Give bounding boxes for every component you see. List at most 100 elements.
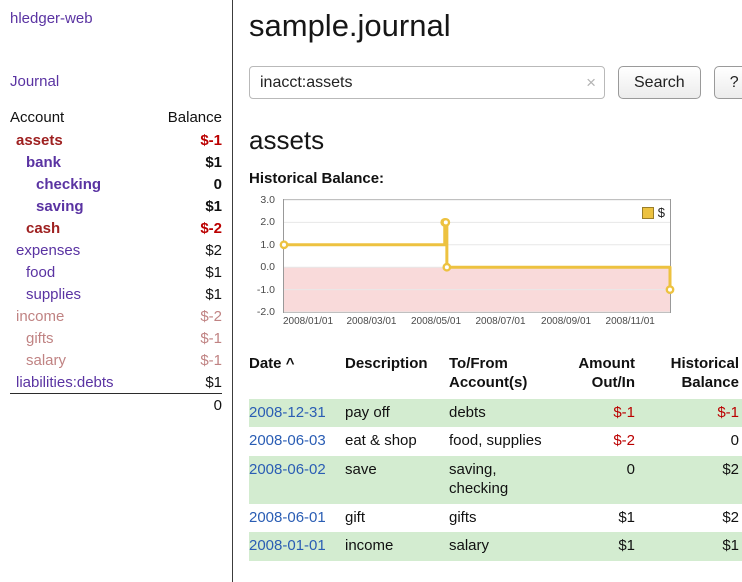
account-row: assets $-1 [10, 129, 222, 151]
account-row: expenses $2 [10, 239, 222, 261]
account-row: salary $-1 [10, 349, 222, 371]
transaction-amount: $-1 [613, 403, 635, 421]
search-input[interactable] [249, 66, 605, 99]
account-row: bank $1 [10, 151, 222, 173]
search-button[interactable]: Search [618, 66, 701, 99]
transaction-date-link[interactable]: 2008-06-01 [249, 508, 326, 526]
transaction-description: gift [345, 508, 366, 526]
account-balance: $-2 [200, 307, 222, 325]
app-title-link[interactable]: hledger-web [10, 10, 93, 27]
account-row: food $1 [10, 261, 222, 283]
account-link-assets[interactable]: assets [16, 131, 63, 149]
account-balance: $2 [205, 241, 222, 259]
x-axis-tick-label: 2008/09/01 [541, 316, 592, 327]
transaction-balance: $1 [722, 537, 739, 555]
account-link-bank[interactable]: bank [26, 153, 62, 171]
account-link-supplies[interactable]: supplies [26, 285, 82, 303]
account-row: gifts $-1 [10, 327, 222, 349]
account-link-expenses[interactable]: expenses [16, 241, 81, 259]
sort-ascending-icon: ^ [285, 355, 295, 372]
register-row: 2008-06-03 eat & shop food, supplies $-2 0 [249, 427, 742, 456]
y-axis-tick-label: 0.0 [260, 261, 275, 274]
register-row: 2008-01-01 income salary $1 $1 [249, 532, 742, 561]
transaction-accounts: food, supplies [449, 432, 542, 450]
account-link-liabilities-debts[interactable]: liabilities:debts [16, 373, 114, 391]
transactions-header-row: Date ^ Description To/From Account(s) Am… [249, 351, 742, 399]
legend-series-label: $ [657, 205, 665, 220]
accounts-table: Account Balance assets $-1 bank $1 checking 0… [10, 106, 222, 417]
account-balance: $1 [205, 197, 222, 215]
column-header-accounts: To/From Account(s) [449, 355, 528, 391]
account-balance: $1 [205, 373, 222, 391]
account-row: cash $-2 [10, 217, 222, 239]
account-balance: $1 [205, 285, 222, 303]
x-axis-tick-label: 2008/07/01 [475, 316, 526, 327]
account-balance: $-2 [200, 219, 222, 237]
chart-title: Historical Balance: [249, 170, 385, 187]
transaction-description: save [345, 461, 377, 478]
account-row: supplies $1 [10, 283, 222, 305]
transaction-description: eat & shop [345, 432, 417, 450]
account-link-food[interactable]: food [26, 263, 56, 281]
column-header-balance: Historical Balance [670, 355, 739, 391]
transaction-date-link[interactable]: 2008-01-01 [249, 537, 326, 555]
account-row: saving $1 [10, 195, 222, 217]
x-axis-tick-label: 2008/05/01 [410, 316, 462, 327]
transaction-date-link[interactable]: 2008-06-03 [249, 432, 326, 450]
transaction-amount: 0 [626, 461, 635, 478]
account-balance: $-1 [200, 329, 222, 347]
y-axis-tick-label: 1.0 [260, 238, 275, 251]
account-balance: 0 [213, 175, 222, 193]
transaction-accounts: salary [449, 537, 490, 555]
y-axis-tick-label: 2.0 [260, 216, 275, 229]
transaction-amount: $-2 [613, 432, 635, 450]
x-axis-tick-label: 2008/03/01 [346, 316, 397, 327]
column-header-description: Description [345, 355, 428, 372]
transaction-date-link[interactable]: 2008-12-31 [249, 403, 326, 421]
balance-step-line [279, 199, 675, 313]
account-row: income $-2 [10, 305, 222, 327]
account-link-checking[interactable]: checking [36, 175, 102, 193]
transaction-balance: $2 [722, 461, 739, 478]
transaction-date-link[interactable]: 2008-06-02 [249, 461, 326, 478]
accounts-header-account: Account [10, 109, 65, 126]
chart-x-axis: 2008/01/01 2008/03/01 2008/05/01 2008/07/01… [283, 313, 742, 331]
transaction-description: pay off [345, 403, 390, 421]
account-link-salary[interactable]: salary [26, 351, 67, 369]
account-balance: $1 [205, 153, 222, 171]
transaction-balance: 0 [730, 432, 739, 450]
help-button[interactable]: ? [713, 66, 742, 99]
x-axis-tick-label: 2008/11/01 [605, 316, 655, 327]
historical-balance-chart: 3.0 2.0 1.0 0.0 -1.0 -2.0 $ 2008/01/01 2008/03… [249, 194, 742, 331]
account-row: checking 0 [10, 173, 222, 195]
transaction-accounts: saving, checking [449, 461, 509, 497]
accounts-header-balance: Balance [167, 109, 222, 126]
accounts-total-row: 0 [10, 393, 222, 417]
accounts-header-row: Account Balance [10, 106, 222, 129]
column-header-amount: Amount Out/In [578, 355, 635, 391]
y-axis-tick-label: 3.0 [260, 194, 275, 206]
y-axis-tick-label: -2.0 [256, 306, 275, 318]
transaction-accounts: gifts [449, 508, 477, 526]
transaction-amount: $1 [618, 537, 635, 555]
account-balance: $-1 [200, 131, 222, 149]
transaction-description: income [345, 537, 394, 555]
account-link-cash[interactable]: cash [26, 219, 61, 237]
account-link-saving[interactable]: saving [36, 197, 84, 215]
journal-link[interactable]: Journal [10, 73, 60, 90]
account-link-gifts[interactable]: gifts [26, 329, 54, 347]
legend-series-swatch-icon [641, 206, 654, 219]
chart-legend: $ [641, 205, 665, 220]
clear-search-icon[interactable]: × [586, 72, 596, 92]
register-row: 2008-06-02 save saving, checking 0 $2 [249, 456, 742, 504]
sidebar: hledger-web Journal Account Balance asse… [0, 0, 233, 582]
account-link-income[interactable]: income [16, 307, 65, 325]
transaction-balance: $2 [722, 508, 739, 526]
x-axis-tick-label: 2008/01/01 [283, 316, 334, 327]
transaction-balance: $-1 [717, 403, 739, 421]
transactions-table: Date ^ Description To/From Account(s) Am… [249, 351, 742, 561]
column-header-date[interactable]: Date ^ [249, 351, 345, 399]
account-balance: $1 [205, 263, 222, 281]
register-row: 2008-06-01 gift gifts $1 $2 [249, 504, 742, 533]
